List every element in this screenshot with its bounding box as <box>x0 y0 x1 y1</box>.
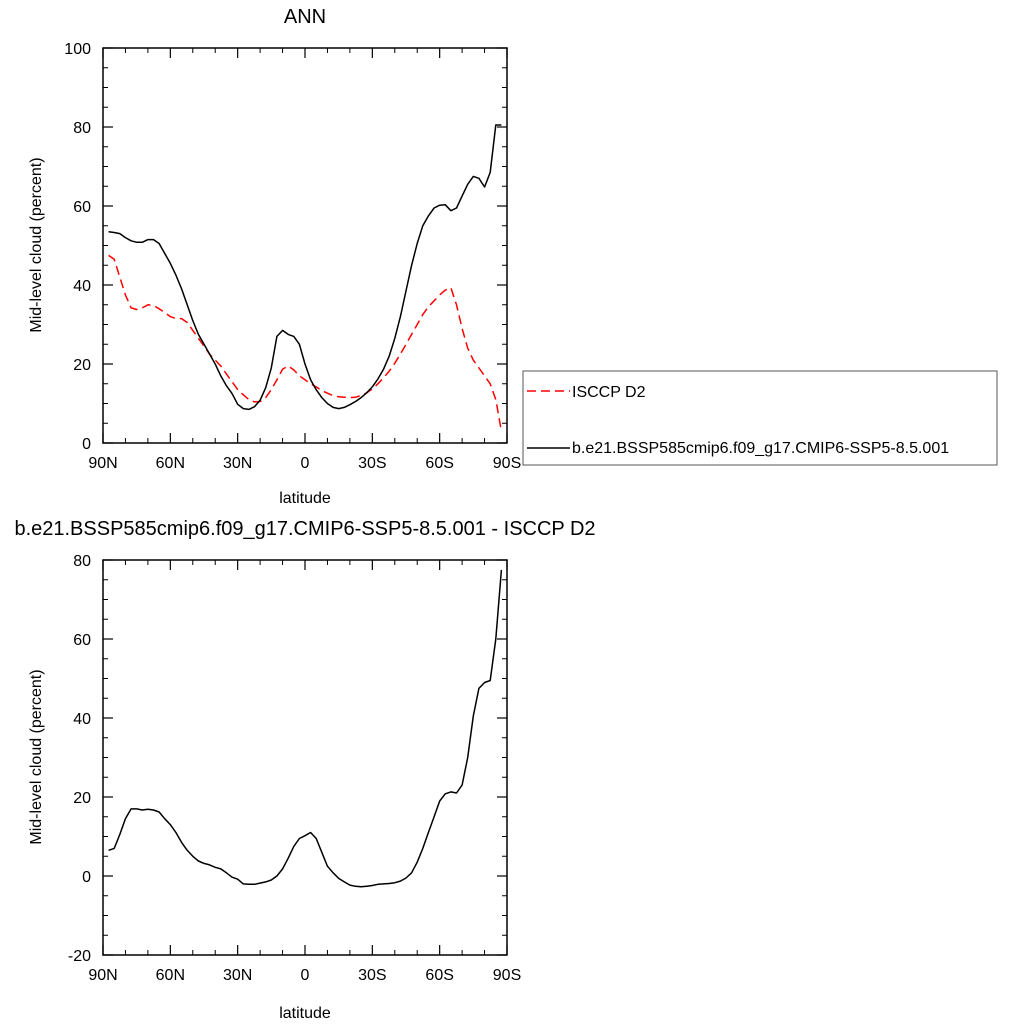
legend-box <box>522 370 998 466</box>
x-tick-label: 60N <box>156 455 185 472</box>
panel-difference: b.e21.BSSP585cmip6.f09_g17.CMIP6-SSP5-8.… <box>14 518 595 1022</box>
chart-title: b.e21.BSSP585cmip6.f09_g17.CMIP6-SSP5-8.… <box>14 518 595 540</box>
chart-title: ANN <box>284 6 326 28</box>
x-tick-label: 90N <box>88 967 117 984</box>
x-tick-label: 30S <box>358 967 386 984</box>
y-tick-label: 0 <box>82 436 91 453</box>
series-line-isccp <box>108 254 503 432</box>
x-axis-label: latitude <box>279 1005 331 1022</box>
plot-frame <box>102 559 508 956</box>
x-tick-label: 30S <box>358 455 386 472</box>
x-tick-label: 90N <box>88 455 117 472</box>
axis-ticks: 90N 60N 30N 0 30S 60S 90S -20 0 20 40 60 80 <box>68 553 521 984</box>
data-lines <box>108 569 503 888</box>
legend-label-isccp: ISCCP D2 <box>572 384 646 401</box>
x-tick-label: 0 <box>301 455 310 472</box>
x-tick-label: 30N <box>223 455 252 472</box>
y-tick-label: -20 <box>68 948 91 965</box>
y-tick-label: 80 <box>73 553 91 570</box>
y-axis-label: Mid-level cloud (percent) <box>28 669 45 844</box>
plot-frame <box>102 47 508 444</box>
series-line-difference <box>108 569 503 888</box>
y-tick-label: 20 <box>73 357 91 374</box>
y-tick-label: 80 <box>73 120 91 137</box>
x-tick-label: 30N <box>223 967 252 984</box>
x-tick-label: 0 <box>301 967 310 984</box>
data-lines <box>108 124 503 432</box>
x-tick-label: 60S <box>425 967 453 984</box>
y-tick-label: 0 <box>82 869 91 886</box>
y-tick-label: 60 <box>73 632 91 649</box>
y-tick-label: 40 <box>73 278 91 295</box>
legend: ISCCP D2 b.e21.BSSP585cmip6.f09_g17.CMIP… <box>522 370 998 466</box>
x-tick-label: 90S <box>493 967 521 984</box>
y-tick-label: 40 <box>73 711 91 728</box>
y-tick-label: 100 <box>64 41 91 58</box>
x-tick-label: 90S <box>493 455 521 472</box>
y-tick-label: 60 <box>73 199 91 216</box>
legend-label-model: b.e21.BSSP585cmip6.f09_g17.CMIP6-SSP5-8.… <box>572 440 949 457</box>
x-tick-label: 60S <box>425 455 453 472</box>
y-tick-label: 20 <box>73 790 91 807</box>
series-line-model <box>108 124 502 411</box>
x-axis-label: latitude <box>279 490 331 507</box>
panel-annual-mean: ANN Mid-level cloud (percent) latitude 9… <box>28 6 998 507</box>
axis-ticks: 90N 60N 30N 0 30S 60S 90S 0 20 40 60 80 100 <box>64 41 521 472</box>
x-tick-label: 60N <box>156 967 185 984</box>
y-axis-label: Mid-level cloud (percent) <box>28 157 45 332</box>
